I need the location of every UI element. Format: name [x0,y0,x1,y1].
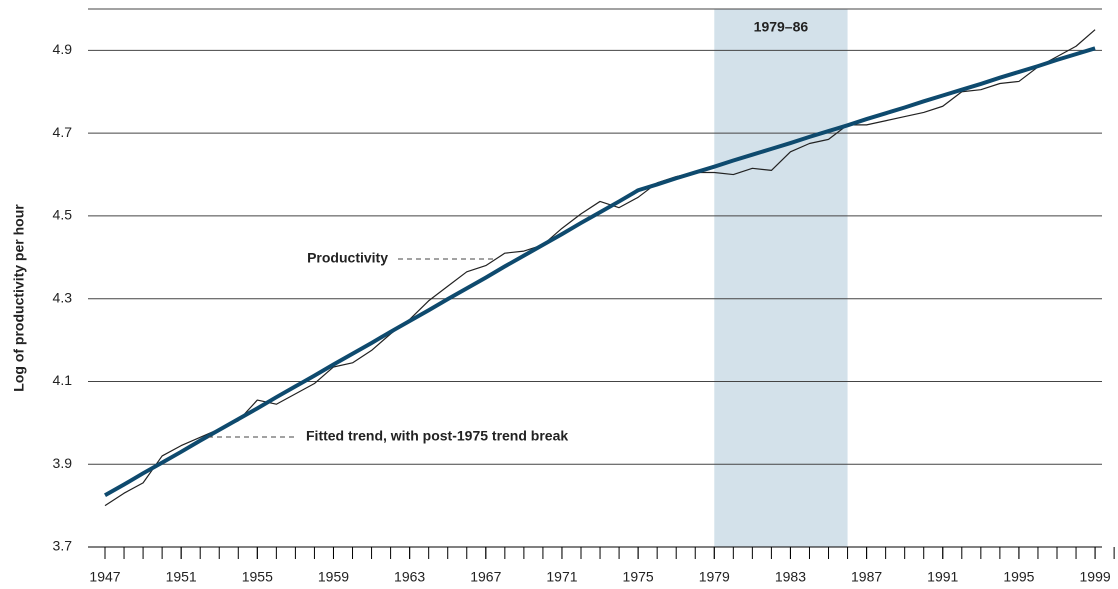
y-axis-label: Log of productivity per hour [11,204,27,392]
x-tick-label: 1967 [470,569,501,585]
x-tick-label: 1971 [546,569,577,585]
x-tick-label: 1959 [318,569,349,585]
y-tick-label: 4.5 [53,207,73,223]
y-tick-label: 3.9 [53,455,73,471]
x-tick-label: 1975 [623,569,654,585]
x-tick-label: 1987 [851,569,882,585]
x-tick-label: 1983 [775,569,806,585]
y-tick-label: 3.7 [53,538,73,554]
series-annotation: Fitted trend, with post-1975 trend break [306,428,568,444]
shaded-region-label: 1979–86 [754,19,809,35]
series-annotation: Productivity [307,250,388,266]
x-tick-label: 1963 [394,569,425,585]
x-tick-label: 1947 [89,569,120,585]
y-tick-label: 4.7 [53,124,73,140]
shaded-region [714,9,848,547]
x-tick-label: 1951 [166,569,197,585]
x-tick-label: 1999 [1080,569,1111,585]
y-tick-label: 4.1 [53,372,73,388]
series-line [104,46,1096,498]
x-tick-label: 1995 [1003,569,1034,585]
x-tick-label: 1979 [699,569,730,585]
x-tick-label: 1955 [242,569,273,585]
y-tick-label: 4.9 [53,41,73,57]
series-line [104,29,1096,507]
y-tick-label: 4.3 [53,289,73,305]
x-tick-label: 1991 [927,569,958,585]
